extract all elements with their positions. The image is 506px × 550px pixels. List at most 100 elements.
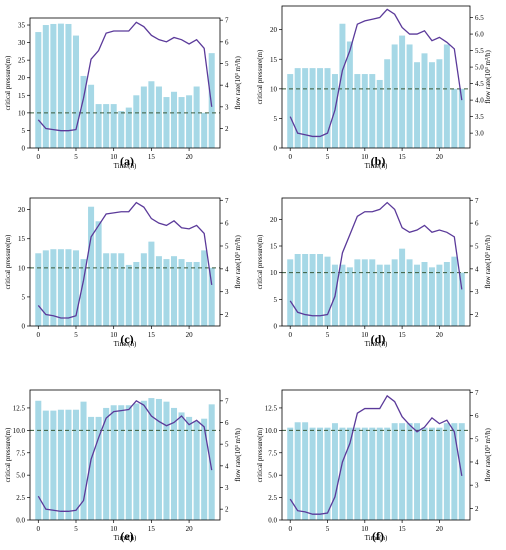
x-tick-label: 5 bbox=[74, 153, 78, 161]
x-tick-label: 15 bbox=[399, 153, 407, 161]
bar bbox=[50, 23, 57, 148]
bar bbox=[294, 254, 301, 326]
y2-tick-label: 4.5 bbox=[475, 80, 484, 88]
bar bbox=[354, 259, 361, 326]
y-tick-label: 5.0 bbox=[16, 472, 25, 480]
y-tick-label: 10 bbox=[270, 85, 278, 93]
bar bbox=[421, 53, 428, 149]
bar bbox=[436, 427, 443, 520]
bar bbox=[354, 427, 361, 520]
x-tick-label: 15 bbox=[148, 331, 156, 339]
bar bbox=[42, 25, 49, 149]
bar bbox=[103, 253, 110, 326]
x-axis-label: Time(h) bbox=[114, 340, 137, 348]
bar bbox=[103, 104, 110, 148]
y-tick-label: 20 bbox=[18, 74, 26, 82]
bar bbox=[140, 400, 147, 520]
y2-tick-label: 5 bbox=[225, 60, 229, 68]
bar bbox=[193, 262, 200, 326]
y2-tick-label: 4 bbox=[225, 82, 229, 90]
x-tick-label: 10 bbox=[110, 331, 118, 339]
bar bbox=[170, 91, 178, 148]
y-tick-label: 12.5 bbox=[13, 404, 26, 412]
y-tick-label: 5 bbox=[274, 115, 278, 123]
y-tick-label: 0 bbox=[22, 145, 26, 153]
x-tick-label: 20 bbox=[186, 331, 194, 339]
x-axis-label: Time(h) bbox=[114, 534, 137, 542]
y2-tick-label: 6 bbox=[225, 38, 229, 46]
y2-tick-label: 7 bbox=[225, 197, 229, 205]
y-tick-label: 10 bbox=[18, 109, 26, 117]
bar bbox=[186, 416, 193, 520]
bar bbox=[421, 262, 428, 326]
panel-label: (d) bbox=[371, 332, 386, 346]
x-tick-label: 20 bbox=[436, 153, 444, 161]
bar bbox=[50, 249, 57, 326]
bar bbox=[163, 259, 170, 326]
bar bbox=[118, 405, 125, 520]
bar bbox=[35, 32, 42, 148]
y-axis-label: critical pressure(m) bbox=[4, 55, 12, 110]
bar bbox=[428, 427, 435, 520]
bar bbox=[324, 68, 331, 148]
bar bbox=[208, 53, 215, 149]
y-tick-label: 30 bbox=[18, 39, 26, 47]
bar bbox=[414, 264, 421, 326]
y-tick-label: 0 bbox=[274, 323, 278, 331]
bar bbox=[201, 112, 208, 148]
bar bbox=[451, 256, 458, 326]
bar bbox=[361, 259, 368, 326]
bar bbox=[42, 410, 49, 520]
bar bbox=[42, 250, 49, 326]
y-tick-label: 2.5 bbox=[268, 494, 277, 502]
x-tick-label: 10 bbox=[361, 525, 369, 533]
bar bbox=[201, 418, 208, 520]
y-tick-label: 7.5 bbox=[268, 449, 277, 457]
flow-line bbox=[289, 8, 463, 138]
y2-tick-label: 2 bbox=[475, 505, 479, 513]
y2-tick-label: 3 bbox=[225, 103, 229, 111]
chart-panel-4: 0 5 10 15 20 0 5 10 15 20 2 3 4 5 6 7 Time(h) critical pr… bbox=[256, 197, 492, 348]
y-tick-label: 20 bbox=[270, 216, 278, 224]
bar bbox=[57, 23, 64, 149]
flow-line bbox=[37, 201, 213, 319]
bar bbox=[125, 107, 132, 148]
bar bbox=[317, 254, 324, 326]
bar bbox=[110, 405, 117, 520]
panel-label: (a) bbox=[120, 154, 134, 168]
x-tick-label: 5 bbox=[326, 153, 330, 161]
y-tick-label: 0 bbox=[22, 323, 26, 331]
bar bbox=[170, 256, 178, 326]
x-axis-label: Time(h) bbox=[365, 534, 388, 542]
y2-tick-label: 5 bbox=[475, 243, 479, 251]
bar bbox=[346, 267, 353, 326]
bar bbox=[302, 422, 309, 520]
panel-label: (c) bbox=[120, 332, 133, 346]
bar bbox=[309, 427, 316, 520]
y2-tick-label: 4 bbox=[475, 458, 479, 466]
bar bbox=[170, 407, 178, 520]
bar bbox=[436, 59, 443, 148]
y2-tick-label: 5 bbox=[225, 441, 229, 449]
bar bbox=[148, 398, 155, 520]
bar bbox=[88, 84, 95, 148]
bar bbox=[95, 104, 102, 148]
bar bbox=[361, 74, 368, 148]
bar bbox=[443, 262, 450, 326]
bar bbox=[369, 427, 376, 520]
bar bbox=[331, 423, 338, 520]
x-tick-label: 10 bbox=[110, 153, 118, 161]
y-tick-label: 15 bbox=[18, 92, 26, 100]
x-tick-label: 5 bbox=[74, 525, 78, 533]
bar bbox=[65, 23, 72, 148]
x-tick-label: 20 bbox=[186, 153, 194, 161]
flow-line bbox=[289, 201, 463, 317]
plot-frame bbox=[29, 17, 221, 149]
chart-panel-1: 0 5 10 15 20 0 5 10 15 20 25 30 35 2 3 4 5 6 7 Time(h) criti… bbox=[4, 17, 242, 170]
x-tick-label: 15 bbox=[399, 331, 407, 339]
bar bbox=[458, 88, 465, 148]
y-axis-label: critical pressure(m) bbox=[4, 427, 12, 482]
bar bbox=[376, 427, 383, 520]
y-tick-label: 15 bbox=[18, 235, 26, 243]
